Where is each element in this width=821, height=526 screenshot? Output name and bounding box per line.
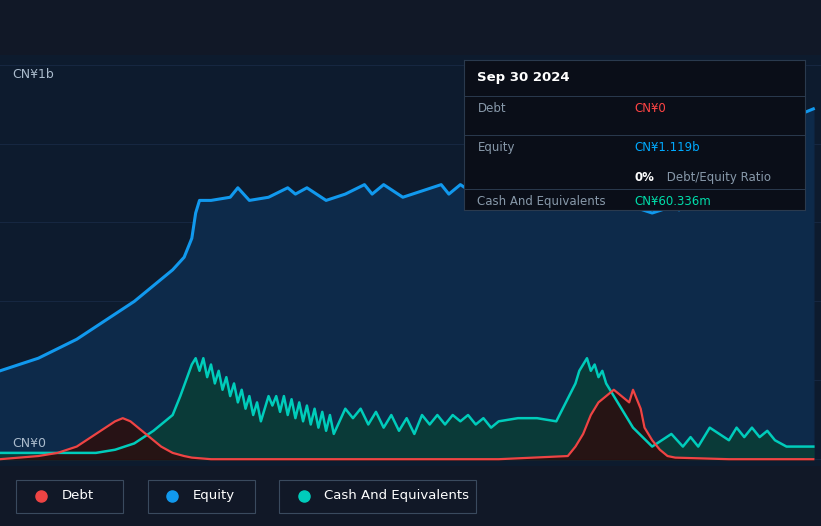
Text: 0%: 0% xyxy=(635,171,654,185)
Text: CN¥0: CN¥0 xyxy=(12,437,46,450)
Text: CN¥1b: CN¥1b xyxy=(12,68,54,82)
Text: Sep 30 2024: Sep 30 2024 xyxy=(478,71,570,84)
Text: CN¥60.336m: CN¥60.336m xyxy=(635,196,711,208)
Text: Debt/Equity Ratio: Debt/Equity Ratio xyxy=(663,171,771,185)
Text: Equity: Equity xyxy=(193,489,235,502)
Text: Debt: Debt xyxy=(62,489,94,502)
Text: CN¥1.119b: CN¥1.119b xyxy=(635,141,699,155)
Text: Cash And Equivalents: Cash And Equivalents xyxy=(478,196,606,208)
Text: CN¥0: CN¥0 xyxy=(635,103,666,116)
Text: Cash And Equivalents: Cash And Equivalents xyxy=(324,489,470,502)
Text: Equity: Equity xyxy=(478,141,515,155)
Text: Debt: Debt xyxy=(478,103,506,116)
